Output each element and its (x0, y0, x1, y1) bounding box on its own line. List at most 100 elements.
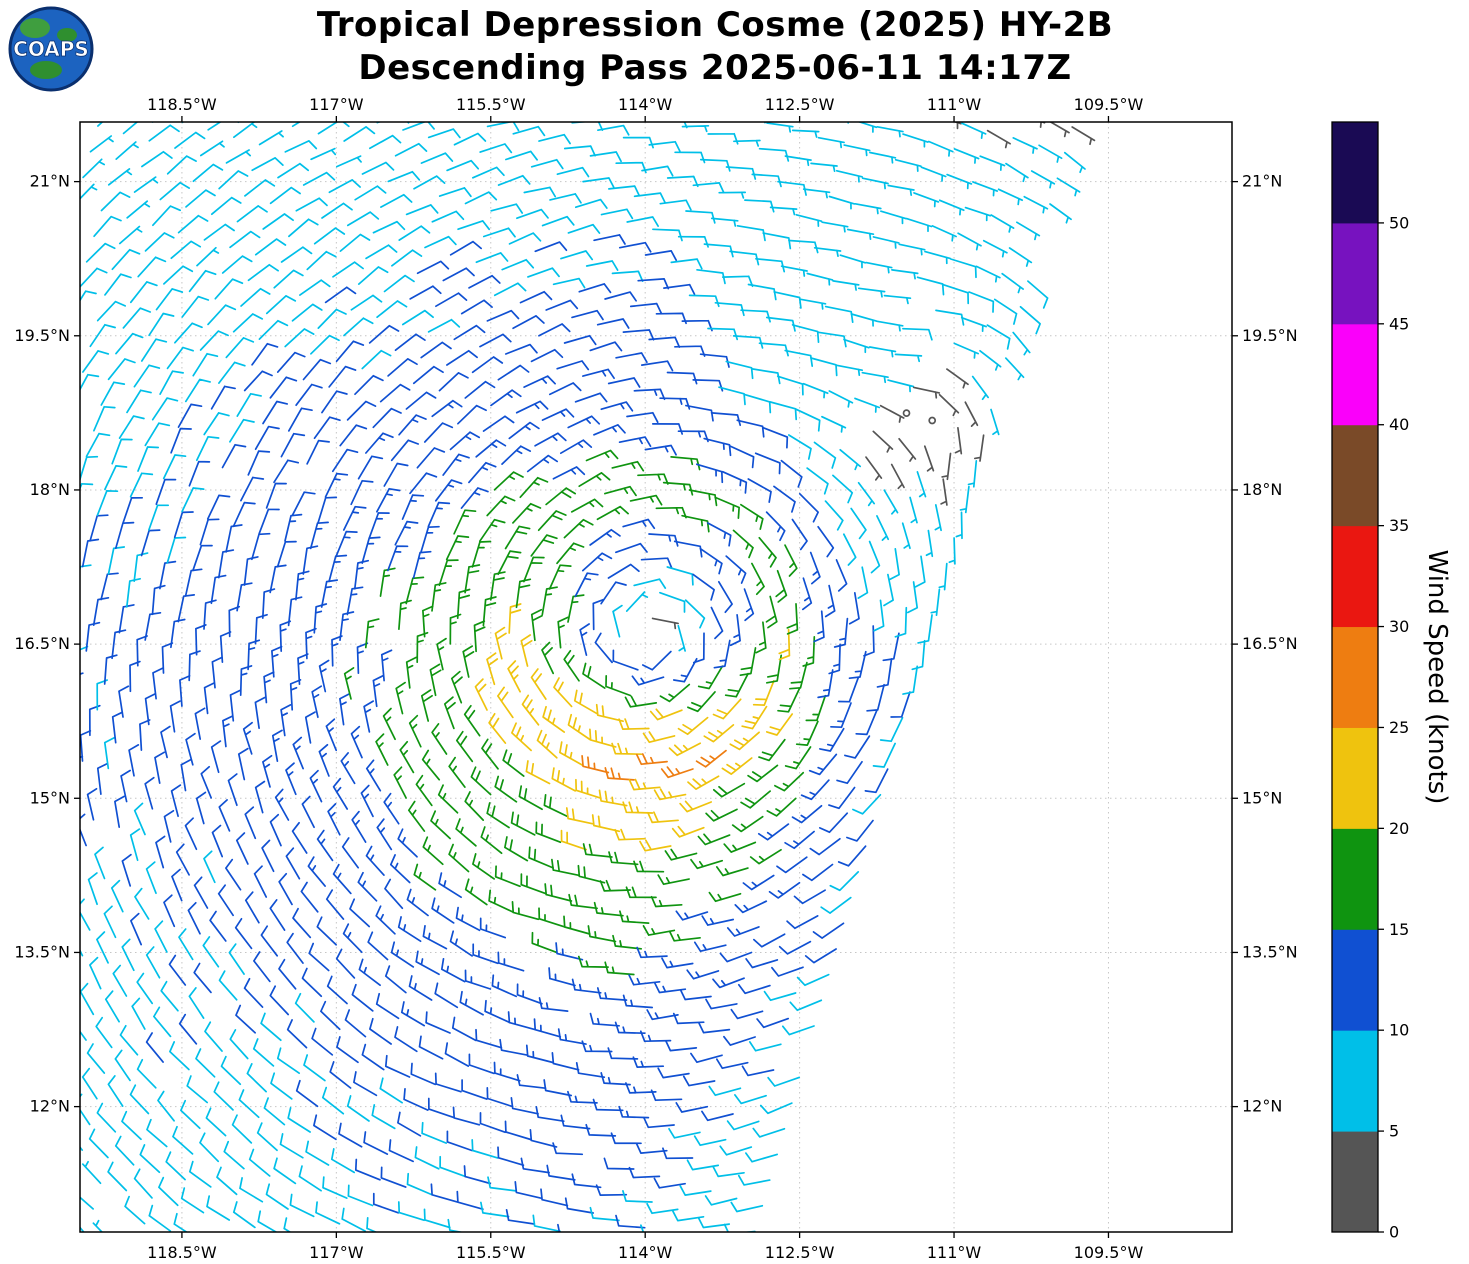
wind-barb (548, 382, 582, 396)
wind-barb (137, 256, 167, 278)
wind-barb (486, 1087, 514, 1108)
wind-barb (160, 725, 171, 759)
wind-barb (302, 171, 336, 186)
wind-barb (175, 843, 190, 876)
wind-barb (452, 1106, 481, 1126)
wind-barb (967, 460, 978, 488)
lon-tick-label-top: 117°W (309, 95, 364, 114)
wind-barb (791, 518, 808, 551)
wind-barb (520, 634, 533, 667)
wind-barb (659, 683, 691, 703)
wind-barb (376, 300, 408, 319)
wind-barb (734, 900, 768, 914)
wind-barb (541, 586, 558, 616)
wind-barb (535, 1105, 565, 1123)
lat-tick-label-left: 21°N (30, 172, 70, 191)
wind-barb (666, 566, 694, 586)
wind-barb (100, 191, 131, 212)
wind-barb (387, 358, 418, 377)
wind-barb (169, 700, 181, 733)
colorbar-tick-label: 15 (1389, 920, 1409, 939)
wind-barb (839, 448, 862, 471)
wind-barb (563, 915, 591, 935)
wind-barb (274, 788, 290, 821)
wind-barb (585, 449, 619, 462)
wind-barb (388, 1139, 414, 1163)
wind-barb (757, 823, 790, 841)
wind-barb (416, 260, 450, 275)
wind-barb (450, 670, 463, 704)
wind-barb (510, 811, 536, 836)
wind-barb (139, 1144, 161, 1174)
wind-barb (322, 1176, 348, 1199)
wind-barb (278, 872, 293, 906)
wind-barb (480, 1201, 510, 1218)
wind-barb (589, 528, 621, 546)
wind-barb (942, 283, 970, 305)
wind-barb (938, 393, 960, 417)
wind-barb (718, 191, 747, 199)
wind-barb (380, 193, 413, 208)
wind-barb (493, 1061, 521, 1082)
wind-barb (246, 1063, 267, 1093)
wind-barb (145, 1032, 164, 1063)
wind-barb (387, 545, 409, 572)
wind-barb (199, 1132, 220, 1163)
wind-barb (236, 205, 268, 223)
wind-barb (363, 1131, 389, 1155)
wind-barb (324, 472, 349, 498)
wind-barb (380, 649, 393, 682)
wind-barb (187, 901, 201, 935)
wind-barb (203, 850, 216, 884)
wind-barb (188, 460, 211, 487)
wind-barb (873, 599, 885, 632)
wind-barb (704, 1195, 738, 1206)
wind-barb (276, 351, 306, 373)
wind-barb (482, 415, 515, 432)
wind-barb (953, 342, 980, 359)
wind-barb (220, 1055, 242, 1086)
wind-barb (850, 313, 878, 327)
wind-barb (339, 424, 368, 447)
wind-barb (166, 346, 194, 370)
wind-barb (218, 970, 238, 1001)
colorbar-tick-label: 45 (1389, 314, 1409, 333)
wind-barb (413, 863, 437, 891)
wind-barb (795, 720, 819, 746)
wind-barb (844, 735, 871, 759)
wind-barb (502, 749, 525, 777)
wind-barb (491, 974, 518, 998)
wind-barb (144, 776, 155, 810)
wind-barb (715, 866, 749, 877)
wind-barb (615, 542, 648, 554)
wind-barb (536, 729, 558, 759)
wind-barb (464, 564, 481, 594)
wind-barb (435, 292, 468, 308)
wind-barb (228, 943, 245, 975)
wind-barb (891, 269, 919, 280)
wind-barb (530, 534, 558, 557)
wind-barb (276, 1047, 301, 1075)
wind-barb (879, 404, 905, 423)
wind-barb (883, 573, 894, 607)
wind-barb (597, 124, 630, 136)
wind-barb (148, 504, 170, 531)
wind-barb (938, 199, 965, 216)
wind-barb (160, 980, 179, 1012)
wind-barb (403, 1087, 429, 1111)
wind-barb (596, 318, 630, 329)
wind-barb (277, 162, 310, 179)
wind-barb (578, 283, 612, 294)
wind-barb (375, 733, 389, 766)
wind-barb (427, 501, 451, 528)
wind-barb (723, 841, 757, 853)
wind-barb (707, 132, 739, 145)
wind-barb (96, 931, 109, 964)
wind-barb (731, 815, 764, 833)
wind-barb (136, 972, 154, 1005)
wind-barb (598, 789, 628, 807)
wind-barb (372, 220, 406, 234)
wind-barb (622, 518, 656, 530)
wind-barb (519, 476, 549, 499)
wind-barb (429, 663, 442, 697)
